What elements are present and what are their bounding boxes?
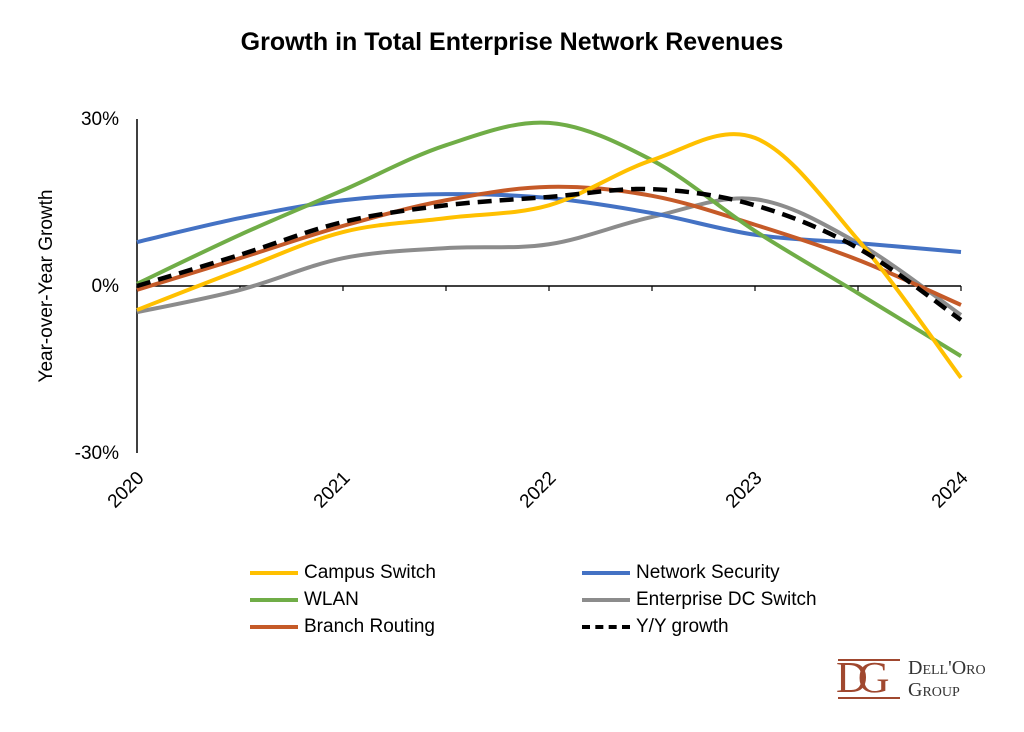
legend-label: Network Security xyxy=(636,562,780,583)
legend-swatch xyxy=(582,598,630,602)
series-lines xyxy=(136,120,963,380)
x-tick-label: 2022 xyxy=(516,468,561,513)
y-axis-label: Year-over-Year Growth xyxy=(36,190,57,383)
legend-label: WLAN xyxy=(304,589,359,610)
legend-item: Enterprise DC Switch xyxy=(582,589,817,611)
legend-label: Campus Switch xyxy=(304,562,436,583)
y-tick-label: -30% xyxy=(75,443,119,464)
y-tick-label: 30% xyxy=(81,109,119,130)
legend-item: Branch Routing xyxy=(250,616,435,638)
legend-swatch xyxy=(582,571,630,575)
axes: 30% 0% -30% 2020 2021 2022 2023 2024 xyxy=(75,109,973,512)
series-line-y-y-growth xyxy=(136,186,963,322)
x-tick-label: 2020 xyxy=(104,468,149,513)
legend-label: Branch Routing xyxy=(304,616,435,637)
legend-swatch xyxy=(250,625,298,629)
legend-item: Y/Y growth xyxy=(582,616,729,638)
logo-text-line2: Group xyxy=(908,679,960,701)
series-line-campus-switch xyxy=(136,132,963,380)
legend-swatch xyxy=(250,598,298,602)
legend-item: Network Security xyxy=(582,562,780,584)
x-tick-label: 2023 xyxy=(722,468,767,513)
series-line-branch-routing xyxy=(136,184,962,307)
x-tick-label: 2024 xyxy=(928,467,973,512)
line-chart: 30% 0% -30% 2020 2021 2022 2023 2024 Year-over-… xyxy=(36,109,973,512)
chart-title: Growth in Total Enterprise Network Reven… xyxy=(240,28,784,56)
series-line-wlan xyxy=(136,120,963,358)
x-tick-label: 2021 xyxy=(310,468,355,513)
series-line-enterprise-dc-switch xyxy=(136,196,963,317)
legend-item: Campus Switch xyxy=(250,562,436,584)
legend-item: WLAN xyxy=(250,589,359,611)
logo-text-line1: Dell'Oro xyxy=(908,657,986,679)
legend-swatch xyxy=(582,625,630,629)
logo-mark: DG xyxy=(836,653,889,702)
y-tick-label: 0% xyxy=(92,276,120,297)
legend-label: Y/Y growth xyxy=(636,616,729,637)
legend-swatch xyxy=(250,571,298,575)
dell-oro-logo: DG Dell'Oro Group xyxy=(836,655,1016,705)
legend-label: Enterprise DC Switch xyxy=(636,589,817,610)
